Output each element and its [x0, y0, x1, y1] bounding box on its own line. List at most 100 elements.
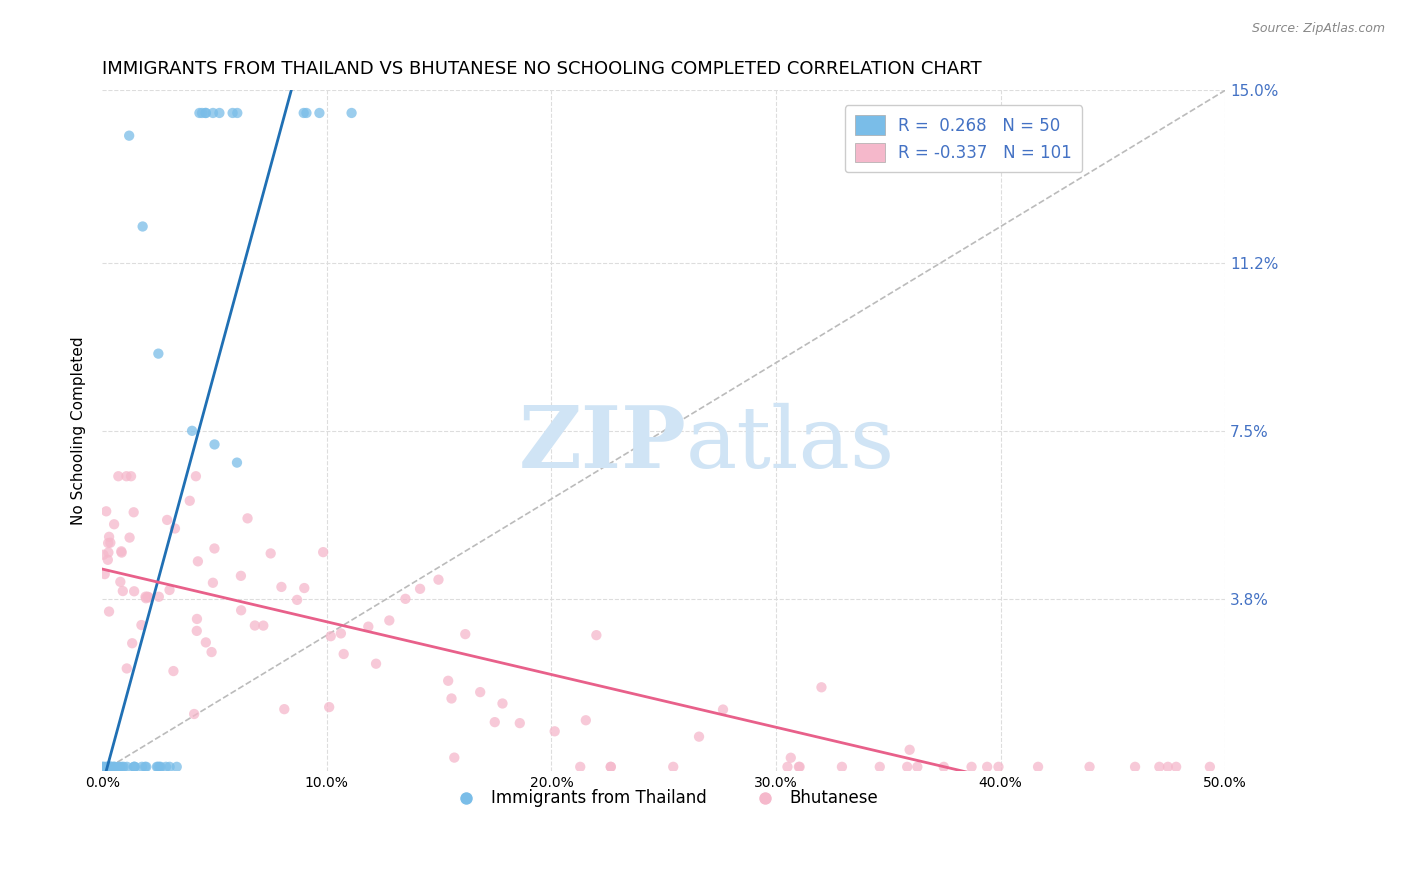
Point — [711, 702, 734, 716]
Point — [599, 760, 621, 774]
Point — [357, 619, 380, 633]
Point — [491, 697, 513, 711]
Point — [260, 546, 283, 560]
Point — [159, 582, 181, 597]
Point — [97, 553, 120, 567]
Text: IMMIGRANTS FROM THAILAND VS BHUTANESE NO SCHOOLING COMPLETED CORRELATION CHART: IMMIGRANTS FROM THAILAND VS BHUTANESE NO… — [103, 60, 981, 78]
Point — [97, 760, 120, 774]
Point — [779, 750, 801, 764]
Point — [204, 437, 226, 451]
Point — [509, 716, 531, 731]
Point — [329, 626, 352, 640]
Point — [484, 715, 506, 730]
Point — [156, 513, 179, 527]
Point — [252, 618, 274, 632]
Point — [1026, 760, 1049, 774]
Point — [292, 106, 315, 120]
Point — [285, 593, 308, 607]
Point — [236, 511, 259, 525]
Point — [181, 424, 204, 438]
Point — [427, 573, 450, 587]
Point — [103, 760, 125, 774]
Point — [1166, 760, 1188, 774]
Point — [98, 535, 121, 549]
Point — [94, 760, 117, 774]
Point — [319, 629, 342, 643]
Point — [98, 760, 121, 774]
Point — [394, 591, 416, 606]
Point — [1149, 760, 1171, 774]
Point — [104, 760, 127, 774]
Point — [111, 760, 134, 774]
Point — [136, 590, 159, 604]
Point — [131, 618, 153, 632]
Point — [110, 574, 132, 589]
Point — [378, 614, 401, 628]
Point — [149, 760, 172, 774]
Point — [98, 760, 121, 774]
Point — [100, 760, 122, 774]
Point — [1157, 760, 1180, 774]
Point — [97, 760, 120, 774]
Point — [131, 219, 153, 234]
Point — [91, 760, 114, 774]
Point — [138, 591, 160, 605]
Point — [166, 760, 188, 774]
Point — [364, 657, 387, 671]
Point — [186, 612, 208, 626]
Point — [208, 106, 231, 120]
Point — [308, 106, 330, 120]
Point — [155, 760, 177, 774]
Point — [332, 647, 354, 661]
Point — [987, 760, 1010, 774]
Point — [97, 760, 120, 774]
Point — [148, 760, 170, 774]
Point — [226, 456, 249, 470]
Point — [688, 730, 710, 744]
Point — [186, 624, 208, 638]
Point — [869, 760, 891, 774]
Y-axis label: No Schooling Completed: No Schooling Completed — [72, 336, 86, 525]
Point — [292, 581, 315, 595]
Point — [1199, 760, 1222, 774]
Legend: Immigrants from Thailand, Bhutanese: Immigrants from Thailand, Bhutanese — [443, 783, 886, 814]
Point — [789, 760, 811, 774]
Point — [148, 590, 170, 604]
Point — [905, 760, 928, 774]
Point — [162, 664, 184, 678]
Point — [97, 536, 120, 550]
Point — [569, 760, 592, 774]
Point — [148, 346, 170, 360]
Point — [787, 760, 810, 774]
Point — [100, 760, 122, 774]
Point — [124, 760, 146, 774]
Point — [409, 582, 432, 596]
Point — [96, 760, 118, 774]
Point — [124, 760, 146, 774]
Point — [226, 106, 249, 120]
Point — [121, 636, 143, 650]
Point — [98, 605, 121, 619]
Point — [960, 760, 983, 774]
Point — [896, 760, 918, 774]
Point — [131, 760, 153, 774]
Point — [194, 106, 217, 120]
Point — [115, 661, 138, 675]
Point — [103, 760, 125, 774]
Point — [115, 760, 138, 774]
Point — [122, 505, 145, 519]
Point — [440, 691, 463, 706]
Point — [110, 544, 132, 558]
Point — [229, 603, 252, 617]
Point — [810, 680, 832, 694]
Point — [135, 590, 157, 604]
Point — [575, 713, 598, 727]
Point — [159, 760, 181, 774]
Point — [134, 760, 156, 774]
Text: atlas: atlas — [686, 403, 896, 486]
Point — [1078, 760, 1101, 774]
Point — [93, 567, 115, 582]
Point — [201, 106, 224, 120]
Point — [437, 673, 460, 688]
Point — [163, 521, 186, 535]
